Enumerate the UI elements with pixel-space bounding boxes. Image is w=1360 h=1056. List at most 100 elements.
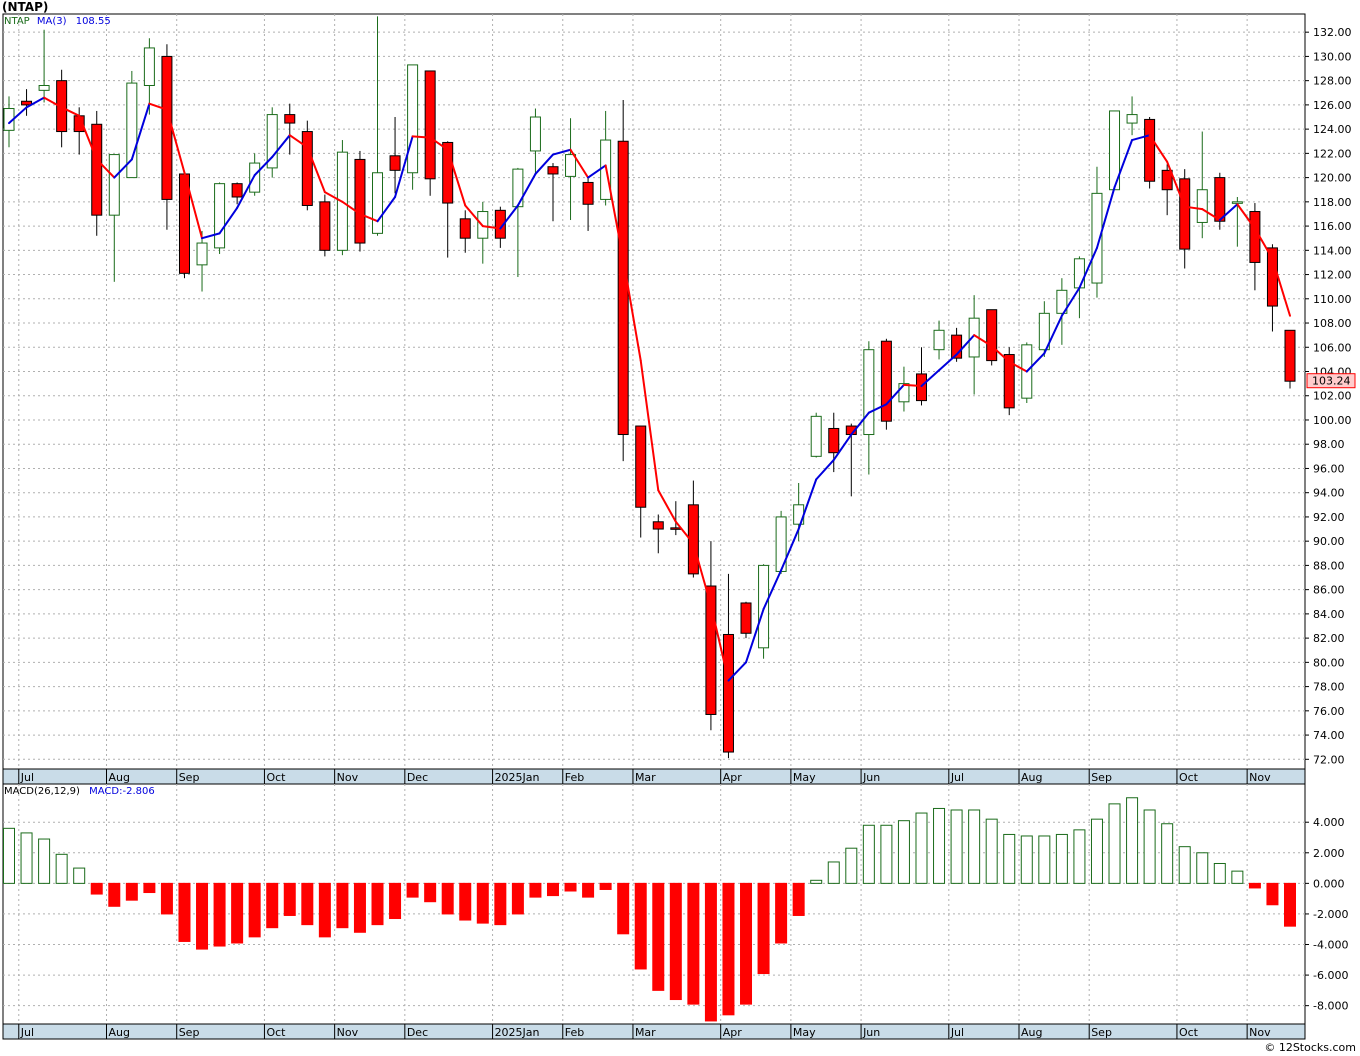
price-y-tick-label: 74.00 bbox=[1313, 729, 1345, 742]
legend-ma-label: MA(3) bbox=[36, 16, 67, 27]
macd-bar bbox=[757, 882, 770, 975]
price-y-tick-label: 82.00 bbox=[1313, 632, 1345, 645]
legend-macd-label: MACD(26,12,9) bbox=[4, 786, 80, 797]
price-y-tick-label: 80.00 bbox=[1313, 656, 1345, 669]
ma-segment bbox=[797, 478, 818, 531]
macd-bar bbox=[1108, 803, 1121, 884]
candle-body bbox=[284, 114, 296, 124]
price-y-tick-label: 116.00 bbox=[1313, 220, 1352, 233]
price-y-tick-label: 132.00 bbox=[1313, 26, 1352, 39]
macd-bar bbox=[599, 882, 612, 890]
candle-body bbox=[38, 85, 50, 91]
candle-body bbox=[1266, 247, 1278, 307]
price-x-tick-label: Nov bbox=[1249, 771, 1271, 784]
ma-segment bbox=[762, 569, 783, 611]
candle-body bbox=[1284, 329, 1296, 382]
candle-body bbox=[810, 415, 822, 457]
price-x-tick-label: Sep bbox=[179, 771, 200, 784]
candle-body bbox=[547, 166, 559, 175]
candle-body bbox=[915, 373, 927, 402]
ma-segment bbox=[60, 106, 81, 117]
price-x-tick-label: Jun bbox=[862, 771, 880, 784]
ma-segment bbox=[902, 383, 923, 388]
macd-bar bbox=[266, 882, 279, 929]
site-credit[interactable]: © 12Stocks.com bbox=[1264, 1041, 1356, 1054]
macd-bar bbox=[336, 882, 349, 929]
candle-body bbox=[565, 154, 577, 177]
macd-bar bbox=[160, 882, 173, 915]
candle-body bbox=[1214, 177, 1226, 222]
macd-bar bbox=[143, 882, 156, 894]
price-x-tick-label: Feb bbox=[565, 771, 584, 784]
macd-bar bbox=[740, 882, 753, 1005]
candle-body bbox=[1038, 312, 1050, 351]
price-y-tick-label: 112.00 bbox=[1313, 269, 1352, 282]
macd-bar bbox=[1213, 862, 1226, 884]
candle-body bbox=[635, 425, 647, 508]
price-x-tick-label: Jul bbox=[20, 771, 34, 784]
price-legend: NTAP MA(3) 108.55 bbox=[4, 16, 111, 27]
chart-title: (NTAP) bbox=[2, 0, 49, 14]
macd-bar bbox=[476, 882, 489, 924]
macd-bar bbox=[529, 882, 542, 898]
ma-segment bbox=[1148, 134, 1169, 163]
ma-segment bbox=[692, 542, 712, 607]
macd-bar bbox=[108, 882, 121, 907]
macd-bar bbox=[196, 882, 209, 950]
macd-bar bbox=[90, 882, 103, 895]
ma-segment bbox=[218, 206, 239, 235]
price-x-tick-label: Nov bbox=[337, 771, 359, 784]
macd-bar bbox=[1090, 818, 1103, 884]
ma-segment bbox=[78, 114, 98, 161]
macd-bar bbox=[441, 882, 454, 915]
candle-body bbox=[56, 80, 68, 133]
macd-y-tick-label: -6.000 bbox=[1313, 969, 1348, 982]
macd-bar bbox=[283, 882, 296, 916]
candle-body bbox=[1144, 118, 1156, 182]
macd-x-tick-label: Feb bbox=[565, 1026, 584, 1039]
macd-x-tick-label: Aug bbox=[109, 1026, 130, 1039]
price-y-tick-label: 122.00 bbox=[1313, 147, 1352, 160]
price-y-tick-label: 92.00 bbox=[1313, 511, 1345, 524]
candle-body bbox=[196, 242, 208, 266]
macd-bar bbox=[125, 882, 138, 901]
ma-segment bbox=[920, 369, 941, 388]
ma-segment bbox=[323, 191, 344, 203]
price-x-tick-label: Jul bbox=[950, 771, 964, 784]
macd-bar bbox=[617, 882, 630, 935]
candle-body bbox=[1249, 211, 1261, 263]
macd-bar bbox=[915, 812, 928, 884]
macd-bar bbox=[564, 882, 577, 892]
ma-segment bbox=[1095, 186, 1116, 249]
ma-segment bbox=[832, 433, 853, 461]
candle-body bbox=[424, 70, 436, 180]
macd-bar bbox=[353, 882, 366, 933]
last-price-box bbox=[1306, 373, 1356, 389]
macd-bar bbox=[318, 882, 331, 938]
price-x-tick-label: Oct bbox=[266, 771, 286, 784]
candle-body bbox=[21, 100, 33, 106]
macd-bar bbox=[634, 882, 647, 970]
ma-segment bbox=[990, 345, 1011, 363]
macd-bar bbox=[1126, 797, 1139, 884]
macd-bar bbox=[38, 838, 51, 884]
candle-body bbox=[617, 140, 629, 436]
ma-segment bbox=[885, 383, 905, 406]
ma-segment bbox=[622, 257, 642, 362]
candle-body bbox=[494, 209, 506, 239]
macd-x-tick-label: Nov bbox=[337, 1026, 359, 1039]
candle-body bbox=[1179, 178, 1191, 250]
candle-body bbox=[231, 183, 243, 198]
macd-bar bbox=[775, 882, 788, 944]
ma-segment bbox=[165, 108, 186, 174]
ma-segment bbox=[780, 528, 800, 572]
candle-body bbox=[354, 158, 366, 244]
macd-bar bbox=[511, 882, 524, 915]
macd-y-tick-label: 4.000 bbox=[1313, 816, 1345, 829]
candle-body bbox=[1126, 114, 1138, 124]
macd-bar bbox=[1143, 809, 1156, 884]
candle-body bbox=[407, 64, 419, 174]
ma-segment bbox=[815, 458, 835, 481]
ma-segment bbox=[341, 200, 361, 215]
candle-body bbox=[828, 427, 840, 454]
